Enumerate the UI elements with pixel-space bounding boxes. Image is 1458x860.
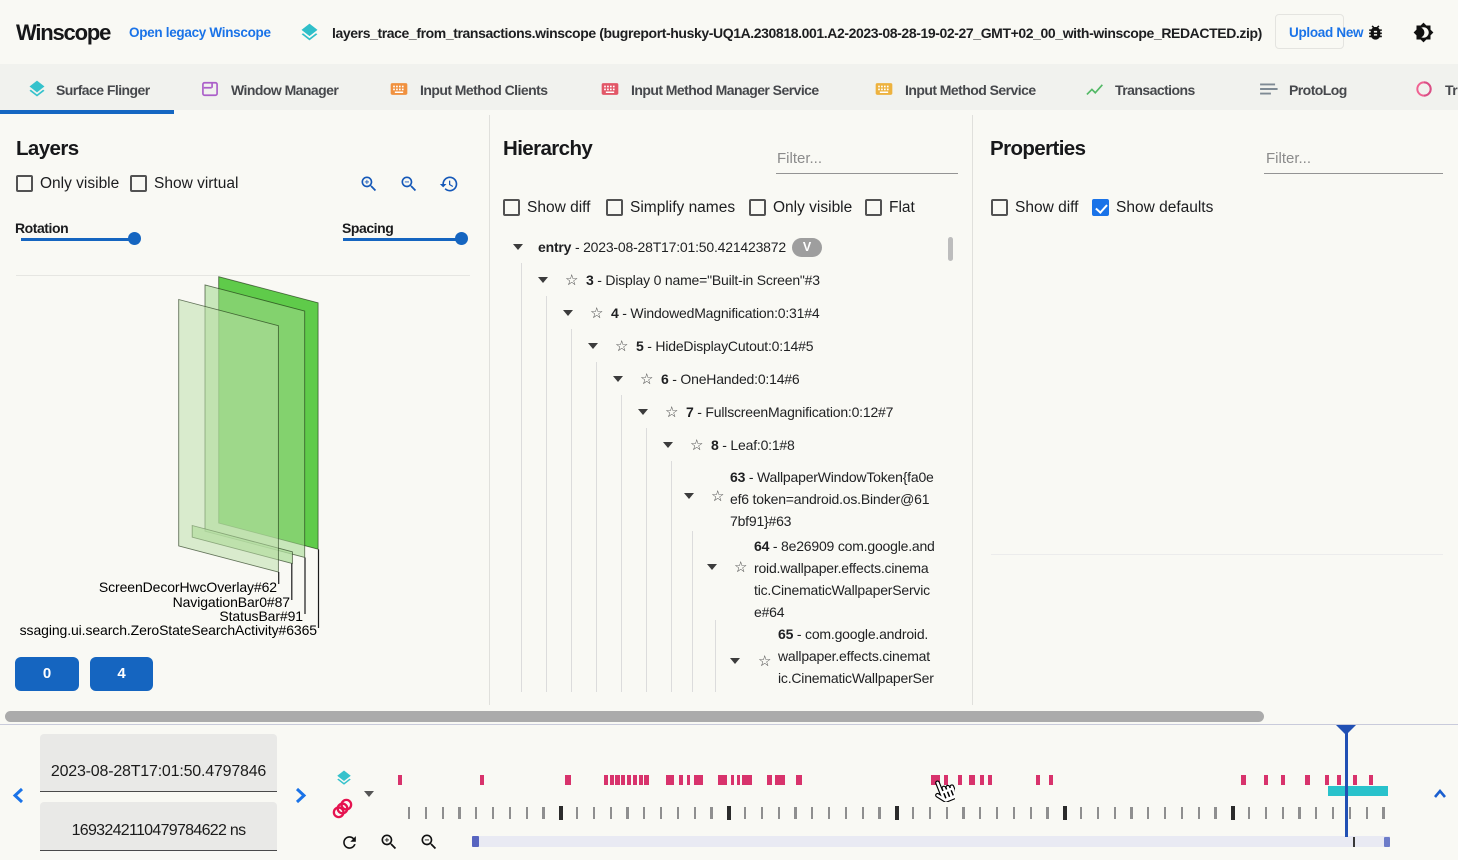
svg-text:NavigationBar0#87: NavigationBar0#87 <box>173 594 291 610</box>
svg-text:StatusBar#91: StatusBar#91 <box>219 608 303 624</box>
svg-text:ssaging.ui.search.ZeroStateSea: ssaging.ui.search.ZeroStateSearchActivit… <box>20 622 318 638</box>
svg-text:ScreenDecorHwcOverlay#62: ScreenDecorHwcOverlay#62 <box>99 579 277 595</box>
